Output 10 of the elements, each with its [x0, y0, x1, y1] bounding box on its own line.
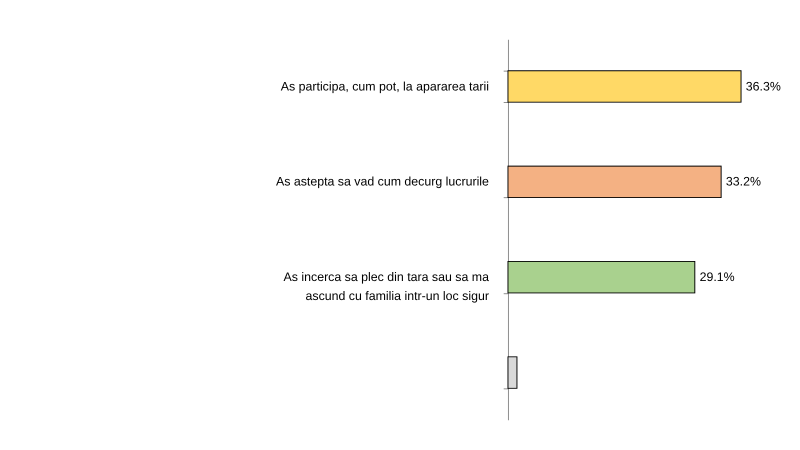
- bar: [507, 260, 696, 294]
- bar: [507, 70, 742, 103]
- y-tick-label: As astepta sa vad cum decurg lucrurile: [276, 174, 490, 189]
- y-tick-label: As incerca sa plec din tara sau sa ma ascund cu familia intr-un loc sigur: [284, 270, 490, 304]
- bar: [507, 166, 722, 198]
- data-label: 33.2%: [726, 174, 761, 189]
- data-label: 36.3%: [746, 79, 781, 94]
- bar: [507, 356, 518, 389]
- y-tick-label: As participa, cum pot, la apararea tarii: [280, 79, 489, 94]
- data-label: 29.1%: [700, 270, 735, 284]
